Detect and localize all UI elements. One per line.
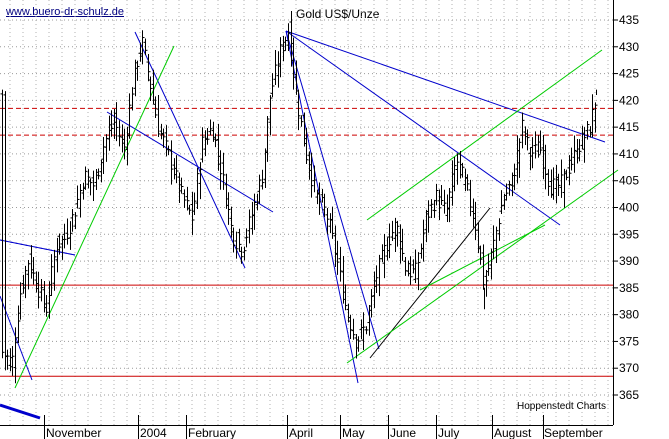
x-tick-label: August (494, 426, 532, 439)
trend-line (134, 31, 246, 269)
y-tick-label: 390 (619, 254, 639, 268)
y-tick-label: 375 (619, 334, 639, 348)
trend-line (106, 111, 274, 213)
y-tick-label: 365 (619, 388, 639, 402)
axes: 365 370 375 380 385 390 395 400 405 410 415 420 425 4… (0, 0, 639, 439)
y-tick-label: 425 (619, 67, 639, 81)
x-tick-label: 2004 (140, 426, 167, 439)
trend-line (419, 224, 546, 291)
y-tick-label: 395 (619, 227, 639, 241)
x-tick-label: February (188, 426, 236, 439)
x-tick-label: November (46, 426, 101, 439)
trend-line-dashed (0, 239, 76, 256)
y-tick-label: 405 (619, 174, 639, 188)
x-tick-label: September (544, 426, 603, 439)
y-tick-label: 400 (619, 201, 639, 215)
trend-line (285, 30, 380, 350)
y-tick-label: 385 (619, 281, 639, 295)
trend-line (285, 30, 561, 226)
y-tick-label: 380 (619, 308, 639, 322)
trend-line (285, 30, 606, 143)
chart-credit: Hoppenstedt Charts (517, 401, 606, 412)
x-tick-label: April (289, 426, 313, 439)
y-tick-label: 420 (619, 93, 639, 107)
trend-line (0, 403, 41, 420)
x-tick-label: July (438, 426, 459, 439)
grid (0, 0, 613, 425)
trend-line (369, 207, 491, 359)
trend-line (14, 45, 175, 389)
x-tick-label: June (390, 426, 416, 439)
chart-title: Gold US$/Unze (296, 7, 380, 21)
y-tick-label: 370 (619, 361, 639, 375)
x-tick-label: May (342, 426, 365, 439)
y-tick-label: 435 (619, 13, 639, 27)
trend-line (366, 49, 603, 221)
y-tick-label: 430 (619, 40, 639, 54)
y-tick-label: 410 (619, 147, 639, 161)
trend-line (346, 169, 619, 364)
y-tick-label: 415 (619, 120, 639, 134)
price-bars (0, 10, 598, 384)
watermark-link[interactable]: www.buero-dr-schulz.de (6, 6, 124, 18)
